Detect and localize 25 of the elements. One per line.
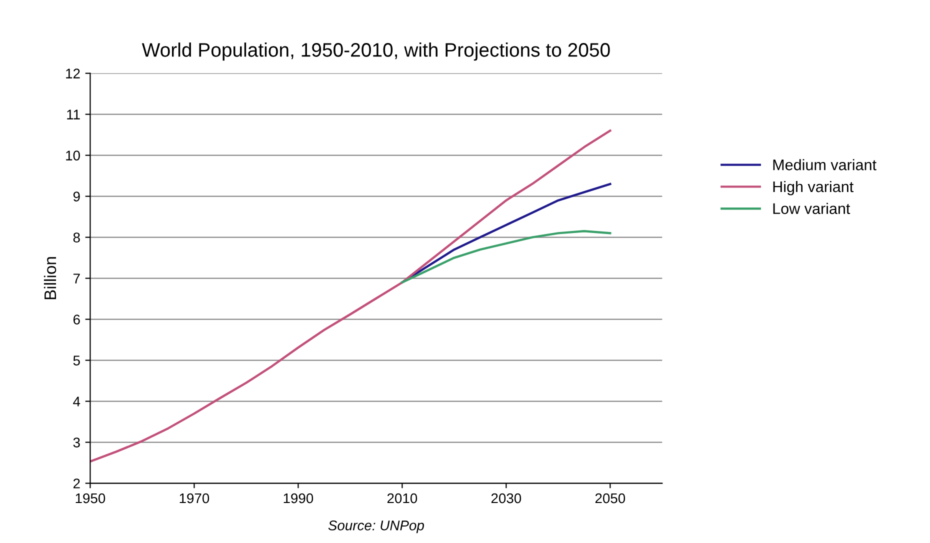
x-tick-label: 2010 [387, 493, 418, 504]
y-axis-title: Billion [44, 257, 56, 300]
x-tick-label: 1970 [180, 493, 210, 504]
x-tick-label: 1990 [284, 493, 314, 504]
x-tick-label: 2030 [491, 493, 522, 504]
y-tick-label: 4 [73, 396, 80, 406]
y-tick-label: 10 [66, 150, 80, 160]
legend-label: High variant [773, 180, 854, 196]
y-tick-label: 5 [73, 356, 80, 366]
y-tick-label: 12 [66, 68, 80, 78]
y-tick-label: 3 [73, 438, 80, 448]
x-tick-label: 2050 [595, 493, 626, 504]
x-tick-label: 1950 [76, 493, 106, 504]
line-series [401, 230, 612, 284]
legend-label: Medium variant [773, 159, 876, 170]
y-tick-label: 7 [73, 274, 80, 284]
y-tick-label: 2 [73, 478, 80, 488]
y-tick-label: 11 [67, 110, 80, 120]
source-note: Source: UNPop [328, 520, 424, 534]
chart-title: World Population, 1950-2010, with Projections to 2050 [142, 42, 610, 61]
y-tick-label: 9 [73, 192, 80, 202]
y-tick-label: 8 [73, 232, 80, 242]
line-series [90, 130, 612, 463]
y-tick-label: 6 [73, 314, 80, 324]
legend-label: Low variant [773, 202, 850, 214]
